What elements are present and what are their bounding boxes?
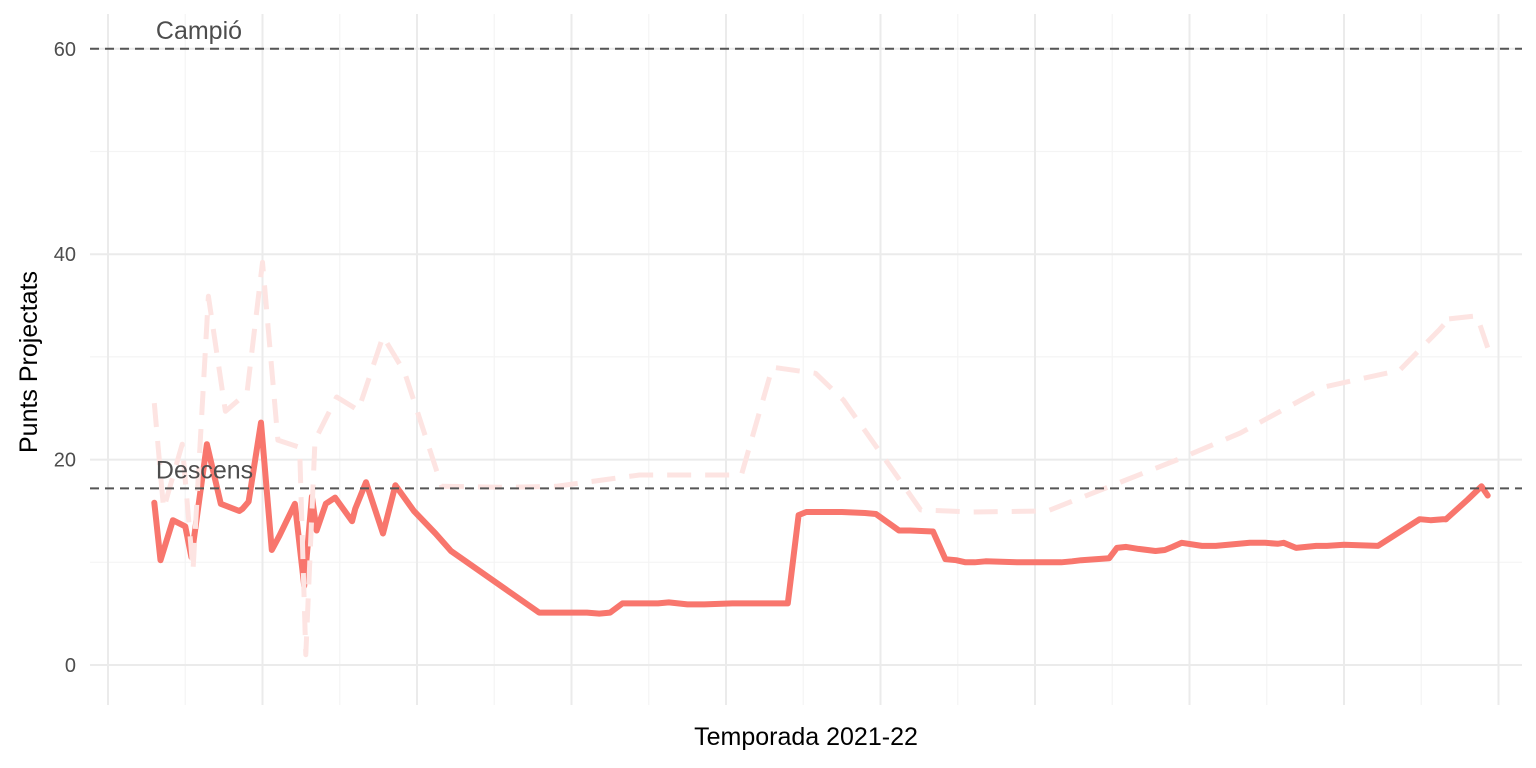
y-tick-label: 40 <box>54 244 76 266</box>
reference-lines: Campió Descens <box>90 17 1522 490</box>
reference-label: Descens <box>156 456 253 484</box>
series-line-main <box>1443 483 1491 523</box>
y-tick-label: 0 <box>65 655 76 677</box>
series-line-main <box>151 419 1449 617</box>
reference-label: Campió <box>156 17 242 45</box>
y-axis-title: Punts Projectats <box>15 271 43 453</box>
y-tick-label: 60 <box>54 39 76 61</box>
y-axis-ticks: 0 20 40 60 <box>54 39 76 677</box>
x-axis-title: Temporada 2021-22 <box>694 723 918 751</box>
y-tick-label: 20 <box>54 450 76 472</box>
series-line-dashed <box>151 259 1451 658</box>
series-line-dashed <box>1448 313 1491 349</box>
major-gridlines <box>90 14 1522 705</box>
data-series <box>151 259 1491 658</box>
minor-gridlines <box>90 14 1522 705</box>
